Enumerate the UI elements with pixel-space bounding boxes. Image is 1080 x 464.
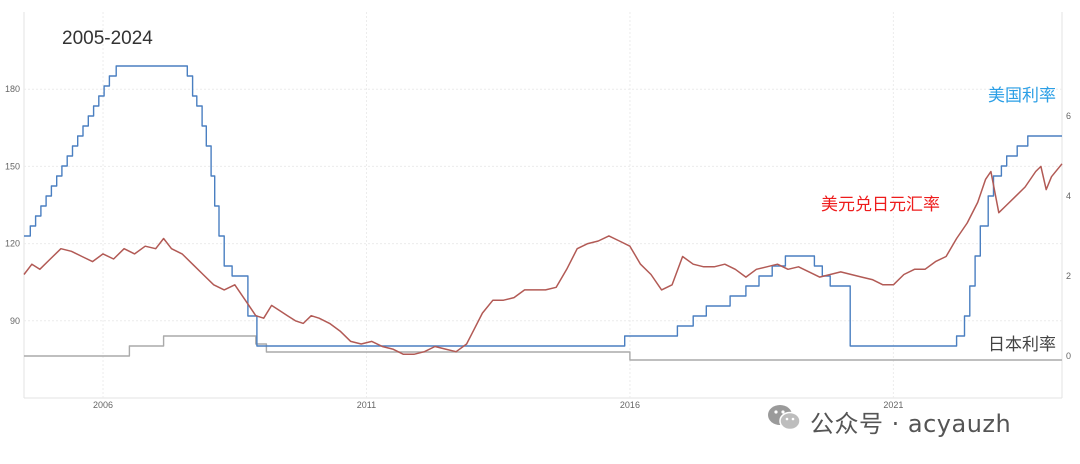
x-tick-label: 2021 [883,400,903,410]
chart-title: 2005-2024 [62,28,153,49]
left-tick-label: 150 [5,161,20,171]
series-annotation-0: 美国利率 [988,86,1056,106]
watermark-text: 公众号 · acyauzh [810,410,1012,438]
series-line-2 [24,335,1062,361]
right-tick-label: 6 [1066,111,1071,121]
series-annotation-2: 日本利率 [988,335,1056,355]
x-tick-label: 2006 [93,400,113,410]
series-line-0 [24,65,1062,347]
wechat-icon [766,402,802,434]
left-tick-label: 90 [10,316,20,326]
right-tick-label: 4 [1066,191,1071,201]
right-tick-label: 0 [1066,351,1071,361]
left-tick-label: 120 [5,239,20,249]
series-line-1 [23,163,1063,356]
x-tick-label: 2016 [620,400,640,410]
x-tick-label: 2011 [357,400,376,410]
series-annotation-1: 美元兑日元汇率 [821,195,940,215]
right-tick-label: 2 [1066,271,1071,281]
left-tick-label: 180 [5,84,20,94]
